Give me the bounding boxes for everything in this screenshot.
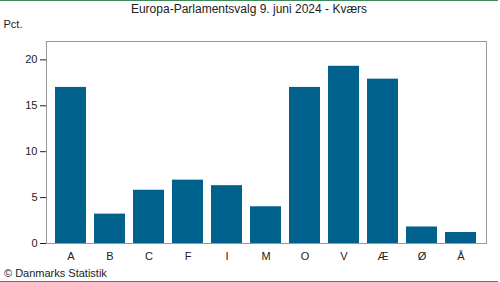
svg-text:5: 5 [31,191,37,203]
svg-text:A: A [67,250,75,262]
svg-text:20: 20 [25,53,37,65]
svg-text:O: O [301,250,310,262]
html-text:© Danmarks Statistik: © Danmarks Statistik [4,267,107,279]
svg-text:Æ: Æ [378,250,389,262]
svg-text:0: 0 [31,237,37,249]
svg-text:V: V [340,250,348,262]
svg-text:Å: Å [457,250,465,262]
svg-text:F: F [185,250,192,262]
svg-text:C: C [145,250,153,262]
svg-text:Pct.: Pct. [4,18,23,30]
svg-text:15: 15 [25,99,37,111]
svg-text:10: 10 [25,145,37,157]
svg-text:Ø: Ø [418,250,427,262]
html-text:Europa-Parlamentsvalg 9. juni: Europa-Parlamentsvalg 9. juni 2024 - Kvæ… [130,2,368,16]
svg-text:I: I [225,250,228,262]
svg-text:M: M [261,250,270,262]
svg-text:B: B [106,250,113,262]
